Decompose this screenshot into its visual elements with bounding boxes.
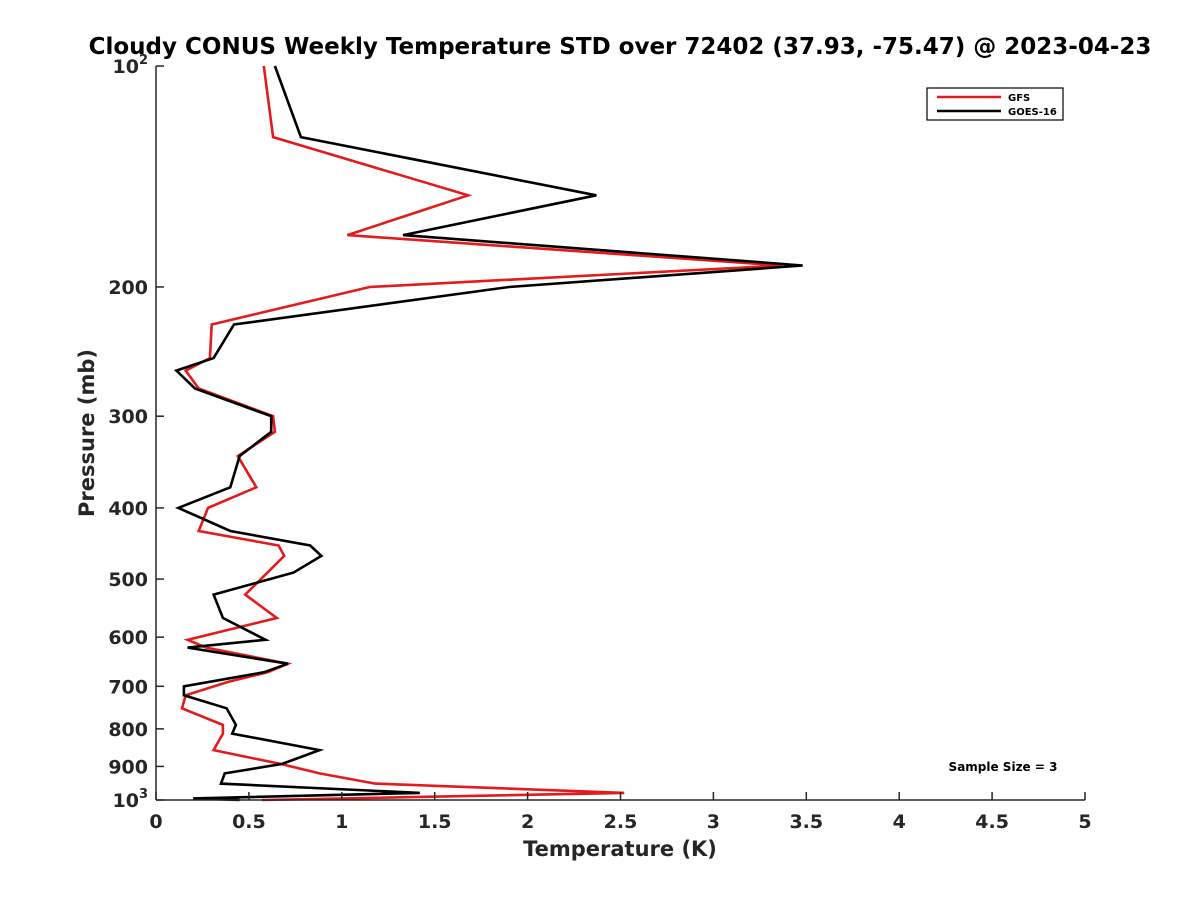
y-tick-label: 103 <box>113 787 149 812</box>
y-axis-label: Pressure (mb) <box>75 349 99 517</box>
x-tick-label: 2.5 <box>604 811 638 833</box>
y-tick-label: 400 <box>108 498 148 520</box>
x-tick-label: 1 <box>335 811 348 833</box>
y-tick-label: 800 <box>108 719 148 741</box>
y-tick-label: 700 <box>108 676 148 698</box>
x-tick-label: 4.5 <box>975 811 1009 833</box>
y-ticks: 102 200 300 400 500 600 700 800 900 103 <box>108 53 164 812</box>
y-tick-label: 900 <box>108 756 148 778</box>
y-tick-label: 600 <box>108 627 148 649</box>
y-tick-label: 300 <box>108 406 148 428</box>
x-tick-label: 4 <box>893 811 906 833</box>
legend-label: GOES-16 <box>1008 107 1057 118</box>
sample-size-annotation: Sample Size = 3 <box>949 760 1058 774</box>
x-tick-label: 5 <box>1078 811 1091 833</box>
x-ticks: 0 0.5 1 1.5 2 2.5 3 3.5 4 4.5 5 <box>149 792 1092 833</box>
y-tick-label: 200 <box>108 277 148 299</box>
x-tick-label: 0.5 <box>232 811 266 833</box>
series-line-gfs <box>180 65 783 802</box>
series-line-goes-16 <box>173 65 803 802</box>
legend-label: GFS <box>1008 93 1030 104</box>
series-layer <box>173 65 803 802</box>
legend: GFS GOES-16 <box>926 87 1064 121</box>
x-tick-label: 3 <box>707 811 720 833</box>
x-tick-label: 0 <box>149 811 162 833</box>
y-tick-label: 102 <box>113 53 149 78</box>
chart-title: Cloudy CONUS Weekly Temperature STD over… <box>89 34 1152 60</box>
y-tick-label: 500 <box>108 569 148 591</box>
x-tick-label: 2 <box>521 811 534 833</box>
x-tick-label: 3.5 <box>789 811 823 833</box>
x-axis-label: Temperature (K) <box>523 837 717 861</box>
legend-box <box>926 87 1064 121</box>
x-tick-label: 1.5 <box>418 811 452 833</box>
